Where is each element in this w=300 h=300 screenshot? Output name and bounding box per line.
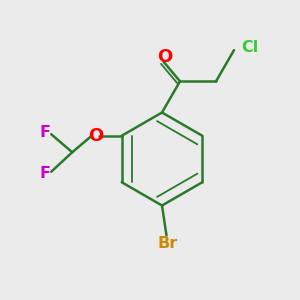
Text: Br: Br	[158, 236, 178, 250]
Text: F: F	[40, 125, 51, 140]
Text: Cl: Cl	[242, 40, 259, 55]
Text: O: O	[158, 48, 173, 66]
Text: O: O	[88, 127, 103, 145]
Text: F: F	[40, 166, 51, 181]
